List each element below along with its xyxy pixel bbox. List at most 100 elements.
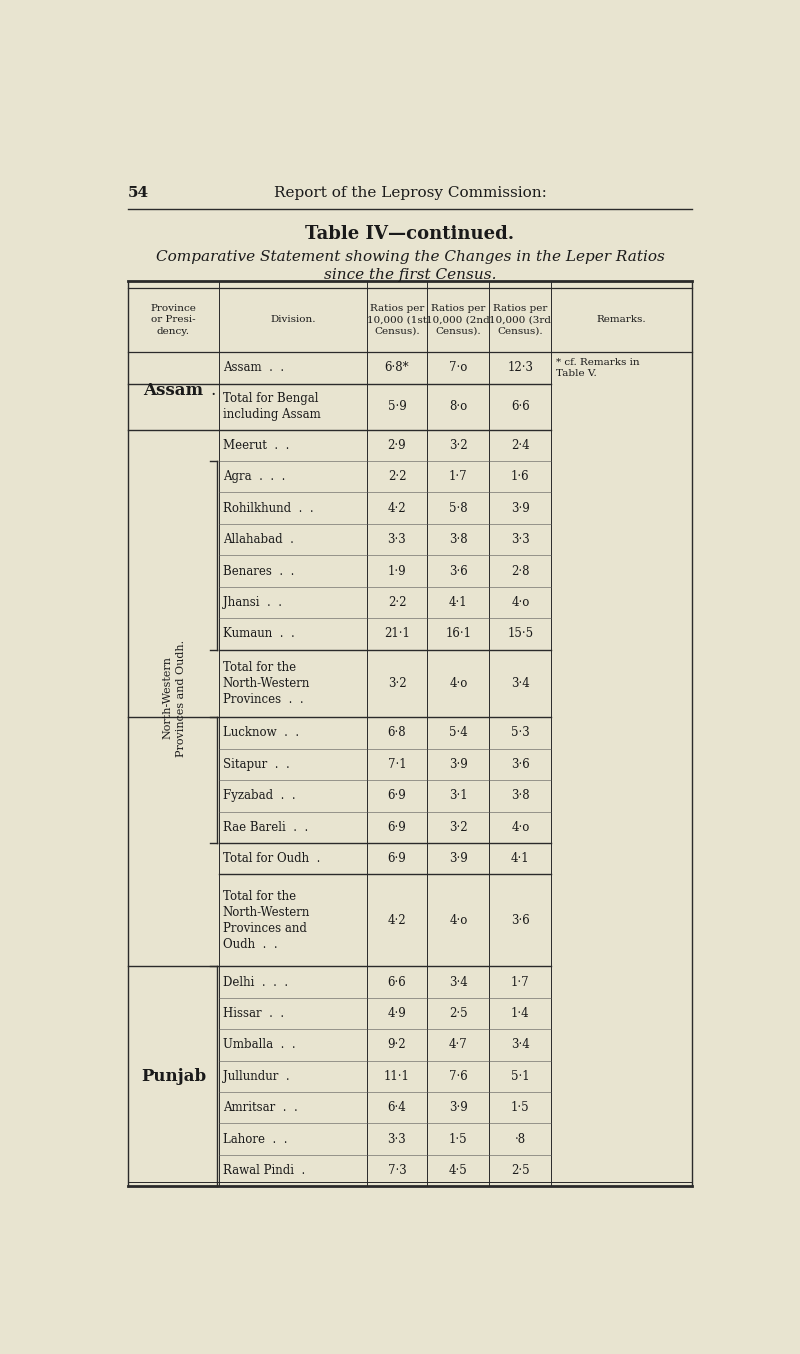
- Text: 2·2: 2·2: [388, 596, 406, 609]
- Text: Hissar  .  .: Hissar . .: [222, 1007, 284, 1020]
- Text: 3·9: 3·9: [449, 758, 468, 770]
- Text: 7·6: 7·6: [449, 1070, 468, 1083]
- Text: 6·6: 6·6: [388, 975, 406, 988]
- Text: 3·9: 3·9: [511, 502, 530, 515]
- Text: 3·6: 3·6: [511, 758, 530, 770]
- Text: 4·o: 4·o: [511, 596, 530, 609]
- Text: 21·1: 21·1: [384, 627, 410, 640]
- Text: Comparative Statement showing the Changes in the Leper Ratios
since the first Ce: Comparative Statement showing the Change…: [155, 250, 665, 283]
- Text: Assam  .  .: Assam . .: [222, 362, 284, 375]
- Text: 3·9: 3·9: [449, 852, 468, 865]
- Text: 16·1: 16·1: [446, 627, 471, 640]
- Text: 2·5: 2·5: [511, 1164, 530, 1177]
- Text: 2·8: 2·8: [511, 565, 530, 578]
- Text: Table IV—continued.: Table IV—continued.: [306, 225, 514, 242]
- Text: 1·4: 1·4: [511, 1007, 530, 1020]
- Text: 6·8*: 6·8*: [385, 362, 410, 375]
- Text: 6·4: 6·4: [388, 1101, 406, 1114]
- Text: 4·o: 4·o: [511, 821, 530, 834]
- Text: 3·8: 3·8: [449, 533, 468, 546]
- Text: 9·2: 9·2: [388, 1039, 406, 1051]
- Text: 4·1: 4·1: [449, 596, 468, 609]
- Text: 15·5: 15·5: [507, 627, 534, 640]
- Text: 11·1: 11·1: [384, 1070, 410, 1083]
- Text: Assam: Assam: [143, 382, 203, 399]
- Text: Total for Bengal
including Assam: Total for Bengal including Assam: [222, 393, 321, 421]
- Text: 4·9: 4·9: [388, 1007, 406, 1020]
- Text: 1·7: 1·7: [511, 975, 530, 988]
- Text: Total for the
North-Western
Provinces  .  .: Total for the North-Western Provinces . …: [222, 661, 310, 705]
- Text: 3·2: 3·2: [449, 821, 468, 834]
- Text: 12·3: 12·3: [507, 362, 534, 375]
- Text: 6·6: 6·6: [511, 401, 530, 413]
- Text: Allahabad  .: Allahabad .: [222, 533, 294, 546]
- Text: 54: 54: [128, 187, 149, 200]
- Text: Lucknow  .  .: Lucknow . .: [222, 727, 299, 739]
- Text: Meerut  .  .: Meerut . .: [222, 439, 289, 452]
- Text: Umballa  .  .: Umballa . .: [222, 1039, 295, 1051]
- Text: 7·o: 7·o: [449, 362, 467, 375]
- Text: 5·9: 5·9: [388, 401, 406, 413]
- Text: Rohilkhund  .  .: Rohilkhund . .: [222, 502, 314, 515]
- Text: 3·3: 3·3: [388, 1133, 406, 1145]
- Text: Kumaun  .  .: Kumaun . .: [222, 627, 294, 640]
- Text: 1·6: 1·6: [511, 470, 530, 483]
- Text: 1·5: 1·5: [449, 1133, 468, 1145]
- Text: 3·6: 3·6: [511, 914, 530, 927]
- Text: 3·3: 3·3: [388, 533, 406, 546]
- Text: Division.: Division.: [270, 315, 315, 325]
- Text: * cf. Remarks in
Table V.: * cf. Remarks in Table V.: [556, 357, 640, 378]
- Text: 3·3: 3·3: [511, 533, 530, 546]
- Text: 1·5: 1·5: [511, 1101, 530, 1114]
- Text: Ratios per
10,000 (2nd
Census).: Ratios per 10,000 (2nd Census).: [426, 305, 490, 336]
- Text: Jullundur  .: Jullundur .: [222, 1070, 290, 1083]
- Text: 4·o: 4·o: [449, 677, 467, 691]
- Text: 3·9: 3·9: [449, 1101, 468, 1114]
- Text: 6·9: 6·9: [388, 821, 406, 834]
- Text: 4·o: 4·o: [449, 914, 467, 927]
- Text: 3·4: 3·4: [511, 1039, 530, 1051]
- Text: Punjab: Punjab: [141, 1068, 206, 1085]
- Text: 5·1: 5·1: [511, 1070, 530, 1083]
- Text: Rawal Pindi  .: Rawal Pindi .: [222, 1164, 305, 1177]
- Text: 2·5: 2·5: [449, 1007, 468, 1020]
- Text: 6·9: 6·9: [388, 852, 406, 865]
- Text: Total for Oudh  .: Total for Oudh .: [222, 852, 320, 865]
- Text: 3·2: 3·2: [449, 439, 468, 452]
- Text: 2·9: 2·9: [388, 439, 406, 452]
- Text: Sitapur  .  .: Sitapur . .: [222, 758, 290, 770]
- Text: Agra  .  .  .: Agra . . .: [222, 470, 285, 483]
- Text: 6·9: 6·9: [388, 789, 406, 803]
- Text: .: .: [210, 382, 215, 399]
- Text: 8·o: 8·o: [450, 401, 467, 413]
- Text: 5·3: 5·3: [511, 727, 530, 739]
- Text: 4·2: 4·2: [388, 502, 406, 515]
- Text: 3·8: 3·8: [511, 789, 530, 803]
- Text: 3·2: 3·2: [388, 677, 406, 691]
- Text: Province
or Presi-
dency.: Province or Presi- dency.: [150, 305, 197, 336]
- Text: 2·2: 2·2: [388, 470, 406, 483]
- Text: 2·4: 2·4: [511, 439, 530, 452]
- Text: 4·5: 4·5: [449, 1164, 468, 1177]
- Text: 3·6: 3·6: [449, 565, 468, 578]
- Text: 3·4: 3·4: [511, 677, 530, 691]
- Text: 4·1: 4·1: [511, 852, 530, 865]
- Text: 5·4: 5·4: [449, 727, 468, 739]
- Text: 3·1: 3·1: [449, 789, 468, 803]
- Text: Ratios per
10,000 (3rd
Census).: Ratios per 10,000 (3rd Census).: [490, 305, 551, 336]
- Text: 1·9: 1·9: [388, 565, 406, 578]
- Text: Ratios per
10,000 (1st
Census).: Ratios per 10,000 (1st Census).: [367, 305, 427, 336]
- Text: 7·3: 7·3: [388, 1164, 406, 1177]
- Text: Report of the Leprosy Commission:: Report of the Leprosy Commission:: [274, 187, 546, 200]
- Text: Fyzabad  .  .: Fyzabad . .: [222, 789, 295, 803]
- Text: Lahore  .  .: Lahore . .: [222, 1133, 287, 1145]
- Text: Remarks.: Remarks.: [597, 315, 646, 325]
- Text: 4·7: 4·7: [449, 1039, 468, 1051]
- Text: 4·2: 4·2: [388, 914, 406, 927]
- Text: Delhi  .  .  .: Delhi . . .: [222, 975, 288, 988]
- Text: Benares  .  .: Benares . .: [222, 565, 294, 578]
- Text: 7·1: 7·1: [388, 758, 406, 770]
- Text: Rae Bareli  .  .: Rae Bareli . .: [222, 821, 308, 834]
- Text: 3·4: 3·4: [449, 975, 468, 988]
- Text: Amritsar  .  .: Amritsar . .: [222, 1101, 298, 1114]
